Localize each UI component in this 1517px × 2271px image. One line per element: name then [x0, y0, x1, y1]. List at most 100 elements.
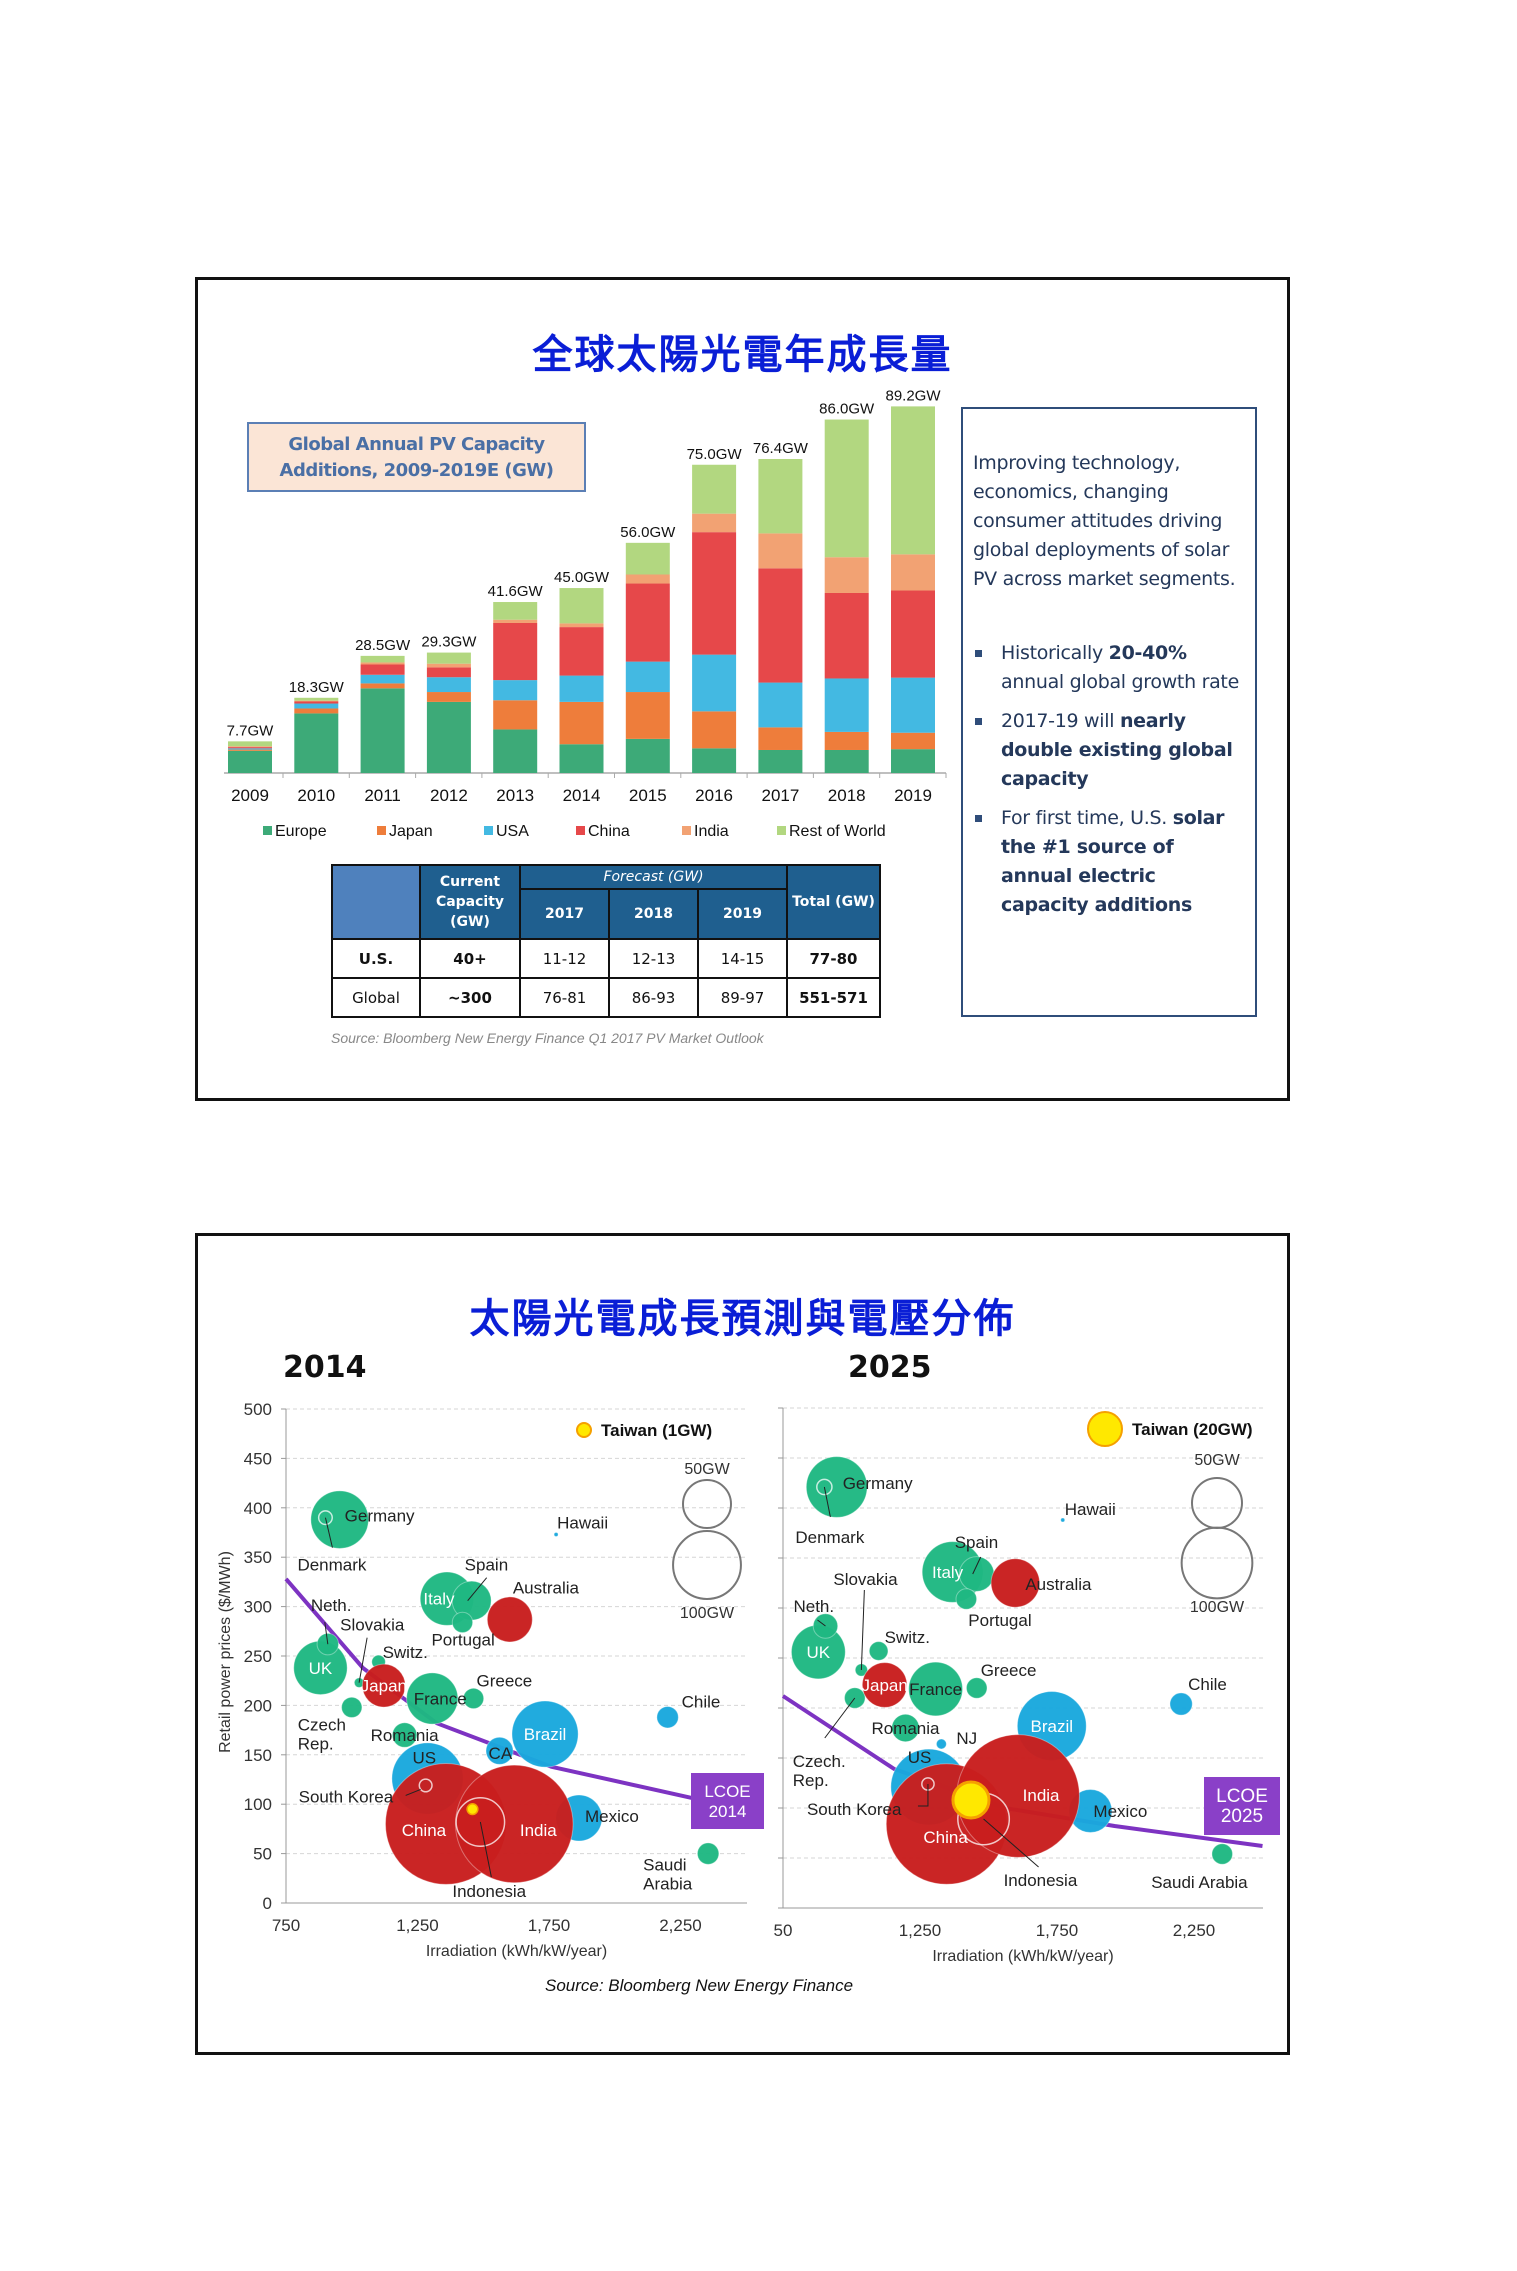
x-tick-label: 2019: [894, 786, 932, 805]
cell-current: ~300: [419, 977, 521, 1018]
bubble-label: Indonesia: [1004, 1871, 1078, 1890]
bubble-label: Saudi Arabia: [1151, 1873, 1248, 1892]
bar-segment-china: [360, 664, 405, 675]
bubble-label: UK: [309, 1659, 333, 1678]
bar-segment-europe: [692, 748, 737, 773]
bubble-label: Australia: [1025, 1575, 1092, 1594]
y-tick-label: 450: [244, 1449, 272, 1468]
cell-2019: 89-97: [697, 977, 788, 1018]
bubble-japan: [361, 1663, 406, 1708]
bar-segment-japan: [493, 700, 538, 730]
taiwan-legend-marker: [576, 1422, 592, 1438]
chart-title-line-1: Global Annual PV Capacity: [288, 434, 545, 455]
bar-segment-usa: [559, 675, 604, 702]
bar-total-label: 86.0GW: [819, 401, 875, 418]
bubble-label: US: [412, 1749, 436, 1768]
x-tick-label: 2015: [629, 786, 667, 805]
legend-label: India: [694, 823, 729, 840]
chart-title-box: Global Annual PV Capacity Additions, 200…: [247, 422, 586, 492]
bar-segment-japan: [228, 749, 272, 751]
bar-segment-europe: [294, 713, 339, 773]
cell-2019: 14-15: [697, 938, 788, 979]
x-tick-label: 1,250: [396, 1916, 439, 1935]
size-legend-circle-50gw: [682, 1479, 732, 1529]
bubble-spain: [958, 1556, 995, 1592]
header-year: 2017: [519, 888, 610, 940]
x-tick-label: 2018: [828, 786, 866, 805]
bar-segment-rest-of-world: [692, 464, 737, 514]
x-axis-title: Irradiation (kWh/kW/year): [932, 1948, 1113, 1965]
bar-segment-japan: [559, 701, 604, 745]
bar-total-label: 7.7GW: [227, 722, 275, 739]
bubble-chile: [656, 1706, 679, 1729]
bubble-france: [406, 1672, 459, 1725]
x-tick-label: 2,250: [1173, 1921, 1216, 1940]
bar-segment-usa: [493, 680, 538, 701]
leader-line: [860, 1589, 865, 1671]
chart-title-line-2: Additions, 2009-2019E (GW): [279, 460, 554, 481]
bar-segment-usa: [360, 674, 405, 684]
bubble-greece: [965, 1677, 988, 1699]
bar-segment-china: [228, 747, 272, 749]
bar-segment-rest-of-world: [891, 406, 935, 555]
header-year: 2019: [697, 888, 788, 940]
x-tick-label: 2016: [695, 786, 733, 805]
bar-segment-japan: [294, 708, 339, 714]
bubble-label: Japan: [861, 1676, 907, 1695]
bar-segment-rest-of-world: [625, 542, 670, 575]
legend-swatch: [576, 826, 585, 835]
bullet-text: 2017-19 will: [1001, 710, 1120, 732]
x-tick-label: 2012: [430, 786, 468, 805]
bar-segment-rest-of-world: [758, 458, 803, 534]
legend-label: Rest of World: [789, 823, 886, 840]
bubble-label: Chile: [682, 1692, 721, 1711]
size-legend-label: 100GW: [1190, 1599, 1245, 1616]
bar-segment-china: [493, 622, 538, 681]
bubble-label: Hawaii: [1065, 1500, 1116, 1519]
bar-total-label: 45.0GW: [554, 569, 610, 586]
bubble-label: South Korea: [299, 1787, 394, 1806]
x-tick-label: 2014: [563, 786, 601, 805]
bar-segment-china: [692, 532, 737, 655]
bubble-brazil: [511, 1700, 579, 1768]
bubble-label: Denmark: [297, 1556, 366, 1575]
bubble-germany: [310, 1490, 369, 1549]
bullet-text: annual global growth rate: [1001, 671, 1239, 693]
y-tick-label: 100: [244, 1795, 272, 1814]
bubble-label: India: [520, 1821, 557, 1840]
x-tick-label: 1,750: [1036, 1921, 1079, 1940]
taiwan-legend-label: Taiwan (20GW): [1132, 1420, 1253, 1439]
bullet-text: Historically: [1001, 642, 1109, 664]
header-current-capacity: Current Capacity (GW): [419, 864, 521, 940]
bubble-label: Italy: [932, 1563, 964, 1582]
source-note: Source: Bloomberg New Energy Finance: [545, 1976, 854, 1995]
bubble-hawaii: [553, 1531, 559, 1537]
bar-segment-china: [426, 667, 471, 678]
bubble-denmark: [816, 1478, 833, 1496]
y-tick-label: 300: [244, 1598, 272, 1617]
header-year: 2018: [608, 888, 699, 940]
bubble-label: Portugal: [431, 1630, 494, 1649]
bar-segment-usa: [824, 678, 869, 732]
y-tick-label: 150: [244, 1746, 272, 1765]
slide1-title: 全球太陽光電年成長量: [532, 331, 953, 378]
legend-label: USA: [496, 823, 529, 840]
bar-total-label: 41.6GW: [488, 583, 544, 600]
x-tick-label: 1,250: [899, 1921, 942, 1940]
bubble-label: Mexico: [1093, 1802, 1147, 1821]
bubble-indonesia: [455, 1796, 506, 1847]
row-label: Global: [331, 977, 421, 1018]
header-total: Total (GW): [786, 864, 881, 940]
bar-total-label: 75.0GW: [687, 446, 743, 463]
bar-segment-usa: [294, 703, 339, 709]
lcoe-year-label: 2025: [1221, 1806, 1263, 1827]
cell-total: 77-80: [786, 938, 881, 979]
x-tick-label: 2011: [364, 786, 401, 805]
x-tick-label: 2,250: [659, 1916, 702, 1935]
y-tick-label: 500: [244, 1400, 272, 1419]
leader-line: [358, 1637, 368, 1683]
y-tick-label: 200: [244, 1696, 272, 1715]
x-tick-label: 2009: [231, 786, 269, 805]
x-tick-label: 750: [272, 1916, 300, 1935]
bubble-portugal: [955, 1588, 978, 1610]
